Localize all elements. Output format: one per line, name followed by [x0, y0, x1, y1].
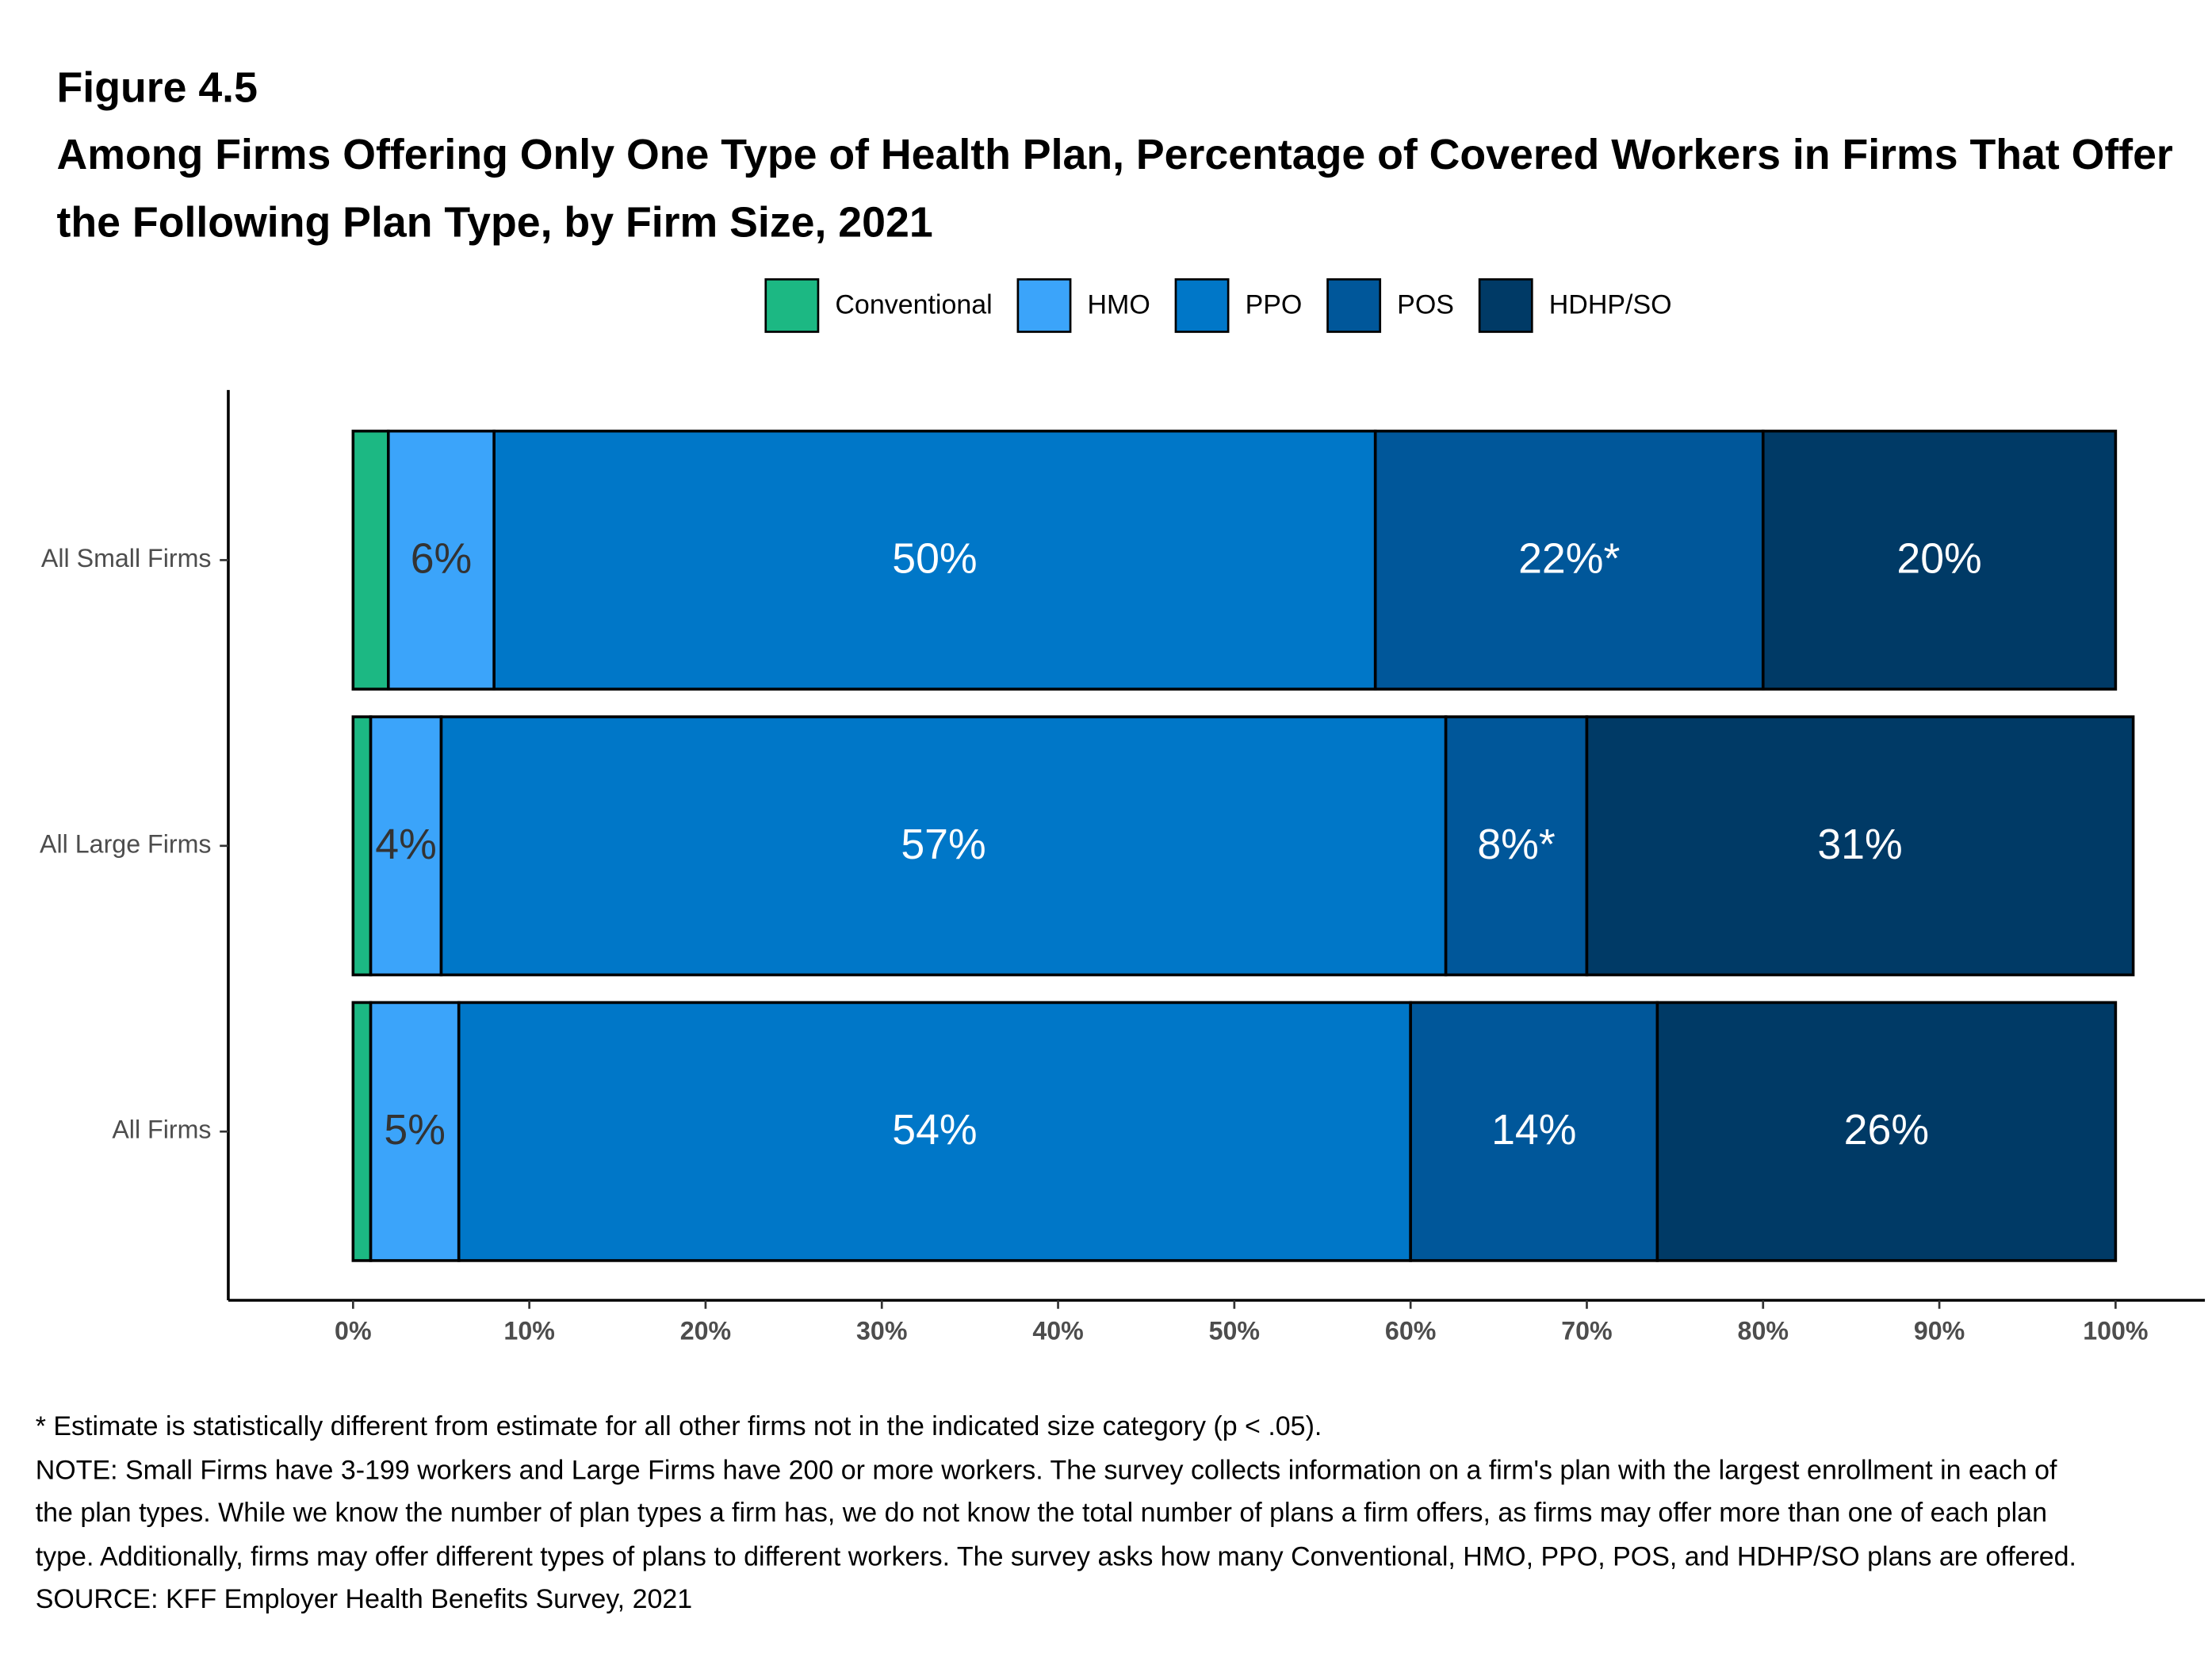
value-label: 6% — [411, 534, 473, 582]
value-label: 26% — [1844, 1106, 1929, 1154]
legend-swatch — [764, 278, 820, 333]
legend-swatch — [1016, 278, 1072, 333]
bar-segment — [1409, 1001, 1659, 1262]
legend-label: POS — [1397, 289, 1454, 320]
value-label: 22%* — [1518, 534, 1620, 582]
legend-swatch — [1478, 278, 1533, 333]
value-label: 54% — [892, 1106, 977, 1154]
x-tick-label: 50% — [1209, 1317, 1260, 1345]
note: * Estimate is statistically different fr… — [35, 1412, 1322, 1442]
legend-label: HDHP/SO — [1549, 289, 1672, 320]
note: NOTE: Small Firms have 3-199 workers and… — [35, 1455, 2076, 1572]
bar-segment — [1761, 429, 2118, 691]
plot-area: 0% 10% 20% 30% 40% 50% 60% 70% 80% 90% 100% All Sma… — [40, 389, 2206, 1345]
x-tick-label: 40% — [1032, 1317, 1083, 1345]
value-label: 5% — [384, 1106, 446, 1154]
legend-swatch — [1174, 278, 1230, 333]
chart-title: Among Firms Offering Only One Type of He… — [56, 132, 2173, 247]
value-label: 4% — [375, 821, 437, 868]
x-tick-label: 0% — [335, 1317, 372, 1345]
x-tick-label: 90% — [1914, 1317, 1965, 1345]
bar-segment — [1655, 1001, 2118, 1262]
x-tick-label: 70% — [1561, 1317, 1612, 1345]
bar-segment — [369, 715, 443, 977]
legend-label: PPO — [1246, 289, 1303, 320]
x-tick-label: 80% — [1738, 1317, 1789, 1345]
value-label: 31% — [1817, 821, 1902, 868]
x-tick-label: 60% — [1385, 1317, 1436, 1345]
notes-box: * Estimate is statistically different fr… — [36, 1407, 2077, 1623]
value-label: 20% — [1896, 534, 1981, 582]
legend-swatch — [1326, 278, 1382, 333]
y-tick-label: All Large Firms — [40, 829, 211, 858]
bar-segment — [1585, 715, 2135, 977]
figure-label: Figure 4.5 — [57, 64, 258, 112]
legend-label: Conventional — [835, 289, 992, 320]
value-label: 50% — [892, 534, 977, 582]
value-label: 57% — [901, 821, 985, 868]
notes: * Estimate is statistically different fr… — [36, 1407, 2077, 1623]
legend-label: HMO — [1088, 289, 1150, 320]
legend: Conventional HMO PPO POS HDHP/SO — [764, 278, 1672, 333]
x-tick-label: 30% — [856, 1317, 907, 1345]
value-label: 14% — [1491, 1106, 1576, 1154]
bar-segment — [351, 429, 390, 691]
bar-segment — [369, 1001, 461, 1262]
y-tick-label: All Small Firms — [41, 544, 212, 572]
bar-segment — [457, 1001, 1412, 1262]
note: SOURCE: KFF Employer Health Benefits Sur… — [35, 1585, 693, 1616]
y-tick-label: All Firms — [112, 1116, 211, 1144]
bar-segment — [351, 715, 373, 977]
bar-segment — [1444, 715, 1589, 977]
x-tick-label: 20% — [680, 1317, 731, 1345]
title-box: Among Firms Offering Only One Type of He… — [56, 132, 2173, 247]
bar-segment — [1373, 429, 1765, 691]
bar-segment — [351, 1001, 373, 1262]
value-label: 8%* — [1477, 821, 1556, 868]
bar-segment — [439, 715, 1448, 977]
x-tick-label: 100% — [2083, 1317, 2148, 1345]
x-tick-label: 10% — [503, 1317, 554, 1345]
